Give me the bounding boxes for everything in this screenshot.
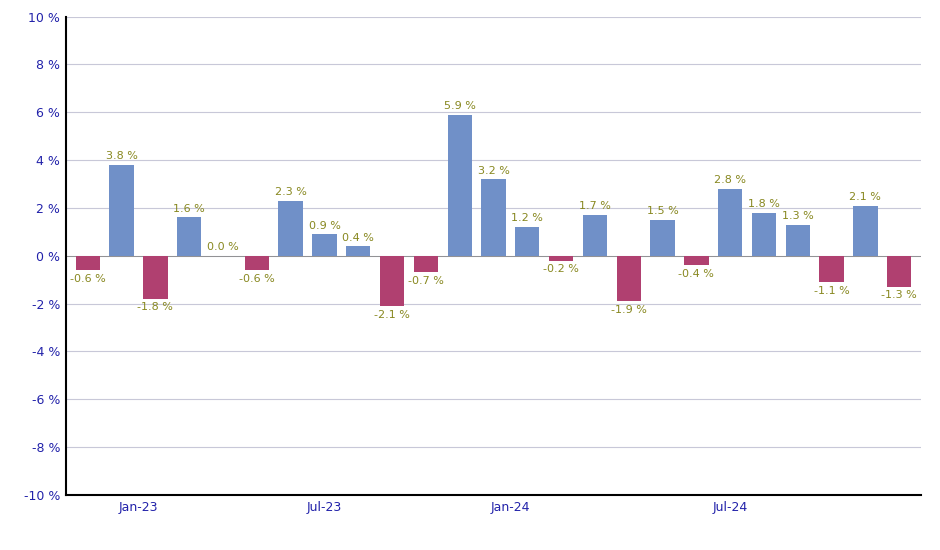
Bar: [177, 217, 201, 256]
Bar: [346, 246, 370, 256]
Bar: [244, 256, 269, 270]
Bar: [278, 201, 303, 256]
Bar: [820, 256, 844, 282]
Bar: [515, 227, 540, 256]
Text: 1.3 %: 1.3 %: [782, 211, 814, 221]
Bar: [887, 256, 912, 287]
Text: -1.9 %: -1.9 %: [611, 305, 647, 315]
Text: 0.0 %: 0.0 %: [207, 242, 239, 252]
Text: -1.1 %: -1.1 %: [814, 285, 850, 296]
Bar: [684, 256, 709, 265]
Bar: [549, 256, 573, 261]
Bar: [650, 220, 675, 256]
Bar: [752, 213, 776, 256]
Bar: [312, 234, 337, 256]
Text: 1.5 %: 1.5 %: [647, 206, 679, 216]
Text: 2.1 %: 2.1 %: [850, 192, 882, 202]
Text: 3.8 %: 3.8 %: [105, 151, 137, 161]
Text: 1.2 %: 1.2 %: [511, 213, 543, 223]
Text: 5.9 %: 5.9 %: [444, 101, 476, 111]
Text: 3.2 %: 3.2 %: [478, 166, 509, 175]
Text: 1.6 %: 1.6 %: [173, 204, 205, 214]
Text: 2.8 %: 2.8 %: [714, 175, 746, 185]
Bar: [617, 256, 641, 301]
Bar: [481, 179, 506, 256]
Text: -2.1 %: -2.1 %: [374, 310, 410, 320]
Bar: [447, 114, 472, 256]
Text: -0.6 %: -0.6 %: [239, 274, 274, 284]
Bar: [718, 189, 743, 256]
Text: -0.2 %: -0.2 %: [543, 264, 579, 274]
Text: 2.3 %: 2.3 %: [274, 187, 306, 197]
Text: 1.8 %: 1.8 %: [748, 199, 780, 209]
Text: -0.7 %: -0.7 %: [408, 276, 444, 286]
Bar: [380, 256, 404, 306]
Bar: [854, 206, 878, 256]
Bar: [583, 215, 607, 256]
Text: 0.9 %: 0.9 %: [308, 221, 340, 230]
Text: 1.7 %: 1.7 %: [579, 201, 611, 212]
Bar: [143, 256, 167, 299]
Bar: [109, 165, 133, 256]
Bar: [414, 256, 438, 272]
Text: -1.3 %: -1.3 %: [882, 290, 917, 300]
Text: -0.6 %: -0.6 %: [70, 274, 105, 284]
Text: -0.4 %: -0.4 %: [679, 269, 714, 279]
Text: -1.8 %: -1.8 %: [137, 302, 173, 312]
Text: 0.4 %: 0.4 %: [342, 233, 374, 243]
Bar: [786, 224, 810, 256]
Bar: [75, 256, 100, 270]
